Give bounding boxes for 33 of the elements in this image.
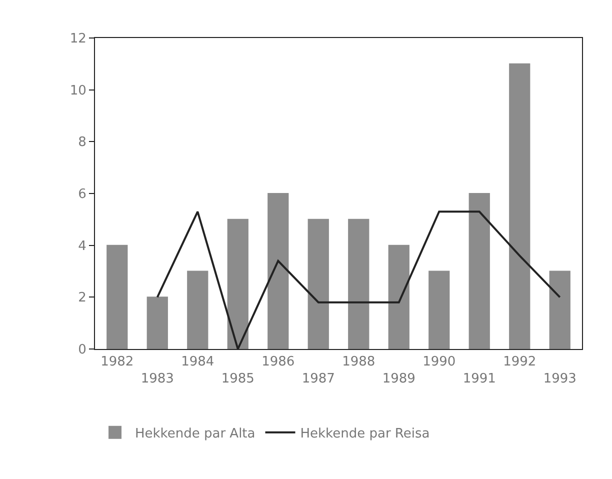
bar — [227, 218, 248, 349]
x-tick-label: 1984 — [181, 354, 214, 370]
y-tick-label: 8 — [78, 135, 86, 150]
x-tick-label: 1987 — [302, 372, 335, 386]
x-tick-label: 1993 — [543, 372, 576, 386]
bar — [187, 270, 208, 349]
x-tick-label: 1986 — [262, 354, 295, 370]
x-tick-label: 1983 — [140, 372, 174, 386]
y-tick-label: 12 — [70, 32, 86, 47]
legend-label: Hekkende par Alta — [135, 426, 256, 442]
bar — [468, 193, 490, 349]
y-tick-label: 4 — [78, 238, 86, 254]
x-tick-label: 1990 — [422, 354, 456, 370]
y-tick-label: 0 — [78, 342, 86, 358]
bar — [268, 193, 289, 349]
bar — [348, 218, 370, 349]
bar — [146, 296, 168, 349]
x-tick-label: 1992 — [503, 354, 536, 370]
legend-label: Hekkende par Reisa — [300, 426, 430, 442]
x-tick-label: 1991 — [462, 372, 496, 386]
bar — [509, 63, 530, 349]
x-tick-label: 1985 — [221, 372, 254, 386]
y-tick-label: 10 — [70, 83, 86, 98]
bar — [549, 270, 570, 349]
bar — [308, 218, 329, 349]
bar — [106, 244, 128, 349]
bar — [428, 270, 450, 349]
x-tick-label: 1989 — [382, 372, 416, 386]
x-tick-label: 1982 — [100, 354, 134, 370]
y-tick-label: 6 — [78, 187, 86, 202]
bar — [388, 244, 410, 349]
x-tick-label: 1988 — [342, 354, 376, 370]
y-tick-label: 2 — [78, 290, 86, 306]
